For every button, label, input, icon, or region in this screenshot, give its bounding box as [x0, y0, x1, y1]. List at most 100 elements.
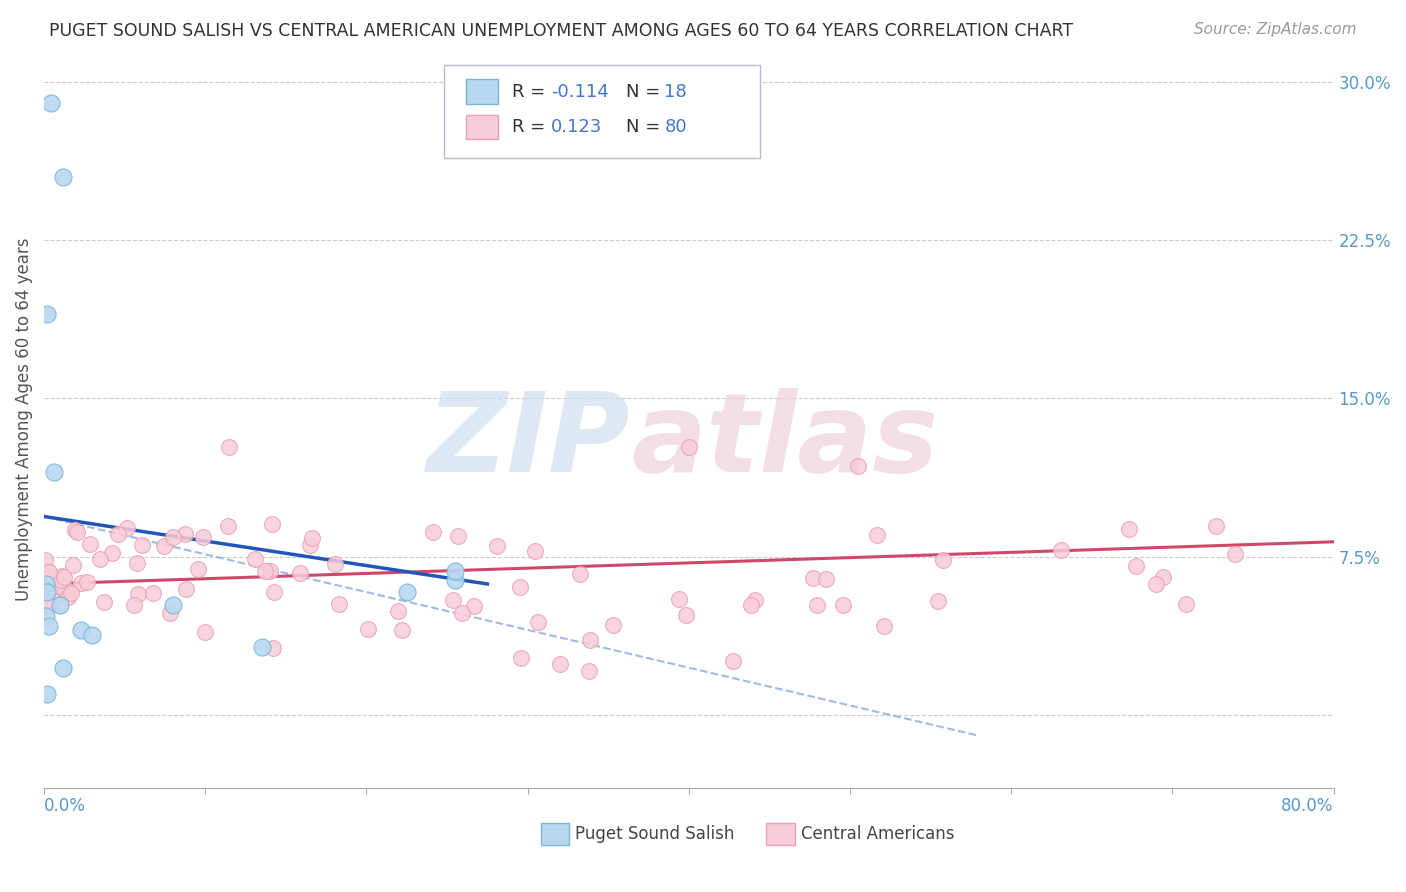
Point — [52, 661, 75, 675]
Point — [35, 608, 58, 623]
Text: ZIP: ZIP — [427, 388, 631, 495]
Point — [927, 594, 949, 608]
Point — [37, 307, 59, 321]
Point — [578, 665, 600, 679]
Point — [35, 577, 58, 591]
Point — [509, 651, 531, 665]
Text: 80.0%: 80.0% — [1281, 797, 1333, 815]
Point — [159, 607, 181, 621]
Point — [42, 591, 65, 605]
Text: N =: N = — [626, 83, 665, 101]
Point — [217, 519, 239, 533]
FancyBboxPatch shape — [465, 115, 498, 139]
Point — [34, 552, 56, 566]
Point — [56, 582, 79, 597]
Point — [38, 619, 60, 633]
Point — [101, 546, 124, 560]
Point — [444, 564, 467, 578]
Point — [37, 564, 59, 578]
Point — [548, 657, 571, 671]
Point — [391, 623, 413, 637]
Point — [243, 552, 266, 566]
Text: atlas: atlas — [631, 388, 938, 495]
Point — [744, 593, 766, 607]
Point — [56, 590, 79, 604]
Point — [193, 530, 215, 544]
Point — [866, 527, 889, 541]
Point — [65, 523, 87, 537]
Point — [62, 558, 84, 573]
Text: N =: N = — [626, 119, 665, 136]
Point — [152, 539, 174, 553]
Point — [675, 608, 697, 623]
Text: 18: 18 — [664, 83, 688, 101]
Point — [263, 585, 285, 599]
Point — [37, 585, 59, 599]
Text: -0.114: -0.114 — [551, 83, 609, 101]
Point — [79, 537, 101, 551]
Point — [142, 586, 165, 600]
Point — [59, 586, 82, 600]
Point — [298, 538, 321, 552]
Point — [387, 604, 409, 618]
Point — [523, 543, 546, 558]
Point — [678, 440, 700, 454]
Point — [162, 530, 184, 544]
Point — [668, 591, 690, 606]
Point — [323, 557, 346, 571]
Point — [53, 583, 76, 598]
Point — [1050, 543, 1073, 558]
Point — [602, 618, 624, 632]
Point — [831, 599, 853, 613]
Point — [250, 640, 273, 655]
Text: R =: R = — [512, 83, 551, 101]
Text: 80: 80 — [664, 119, 688, 136]
Point — [931, 552, 953, 566]
Point — [579, 633, 602, 648]
Point — [740, 598, 762, 612]
Point — [131, 538, 153, 552]
Point — [194, 624, 217, 639]
Point — [115, 520, 138, 534]
Point — [485, 539, 508, 553]
Point — [1205, 519, 1227, 533]
FancyBboxPatch shape — [465, 79, 498, 103]
Point — [107, 526, 129, 541]
Point — [721, 655, 744, 669]
Point — [301, 532, 323, 546]
Point — [451, 607, 474, 621]
Point — [127, 587, 149, 601]
Point — [37, 583, 59, 598]
Point — [422, 525, 444, 540]
Text: Central Americans: Central Americans — [801, 825, 955, 843]
Point — [42, 465, 65, 479]
Point — [39, 96, 62, 111]
Text: Puget Sound Salish: Puget Sound Salish — [575, 825, 735, 843]
Point — [37, 599, 59, 614]
Point — [262, 641, 284, 656]
Point — [1174, 597, 1197, 611]
Point — [69, 576, 91, 591]
Point — [70, 624, 93, 638]
Point — [288, 566, 311, 580]
Point — [463, 599, 485, 614]
Point — [162, 598, 184, 612]
Point — [187, 561, 209, 575]
Point — [259, 564, 281, 578]
Point — [37, 687, 59, 701]
Point — [441, 592, 464, 607]
Text: 0.0%: 0.0% — [44, 797, 86, 815]
Point — [51, 574, 73, 588]
Point — [49, 598, 72, 612]
Point — [806, 598, 828, 612]
Point — [814, 572, 837, 586]
Point — [568, 566, 591, 581]
Point — [1144, 577, 1167, 591]
Point — [52, 170, 75, 185]
Point — [173, 526, 195, 541]
Point — [38, 565, 60, 579]
FancyBboxPatch shape — [540, 823, 569, 846]
Point — [527, 615, 550, 630]
Text: PUGET SOUND SALISH VS CENTRAL AMERICAN UNEMPLOYMENT AMONG AGES 60 TO 64 YEARS CO: PUGET SOUND SALISH VS CENTRAL AMERICAN U… — [49, 22, 1073, 40]
Y-axis label: Unemployment Among Ages 60 to 64 years: Unemployment Among Ages 60 to 64 years — [15, 238, 32, 601]
